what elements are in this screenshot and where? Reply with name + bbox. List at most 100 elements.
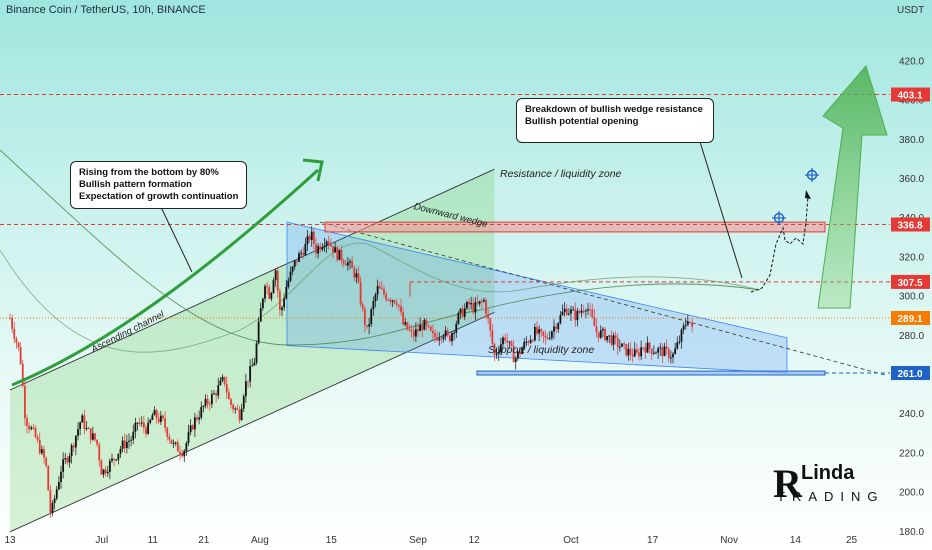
candle-body xyxy=(548,337,551,339)
candle-body xyxy=(402,312,405,325)
candle-body xyxy=(476,302,479,304)
price-tag xyxy=(891,87,930,102)
candle-body xyxy=(336,247,339,260)
candle-body xyxy=(157,418,160,422)
candle-body xyxy=(487,313,490,319)
candle-body xyxy=(323,245,326,248)
candle-body xyxy=(28,425,31,430)
candle-body xyxy=(682,325,685,330)
candle-body xyxy=(281,307,283,310)
logo-letter: R xyxy=(773,461,802,506)
candle-body xyxy=(266,286,269,288)
candle-body xyxy=(176,442,179,452)
candle-body xyxy=(13,328,16,339)
candle-body xyxy=(255,343,258,363)
candle-body xyxy=(21,363,24,387)
candle-body xyxy=(153,410,156,416)
y-tick-label: 240.0 xyxy=(899,409,924,420)
candle-body xyxy=(482,300,485,302)
candle-body xyxy=(128,440,130,442)
candle-body xyxy=(412,330,415,337)
candle-body xyxy=(89,428,92,440)
candle-body xyxy=(538,329,541,334)
callout-line: Breakdown of bullish wedge resistance xyxy=(525,104,703,115)
x-tick-label: Sep xyxy=(409,535,427,546)
candle-body xyxy=(55,489,58,499)
candle-body xyxy=(240,408,243,421)
y-tick-label: 380.0 xyxy=(899,135,924,146)
candle-body xyxy=(642,347,645,349)
candle-body xyxy=(601,328,604,331)
candle-body xyxy=(83,415,86,430)
x-tick-label: 17 xyxy=(647,535,659,546)
candle-body xyxy=(344,263,347,266)
candle-body xyxy=(616,337,619,348)
candle-body xyxy=(529,340,532,343)
candle-body xyxy=(227,392,230,400)
candle-body xyxy=(667,348,670,358)
channel-lower-line xyxy=(9,311,495,533)
candle-body xyxy=(270,292,273,299)
candle-body xyxy=(187,432,190,443)
candle-body xyxy=(268,287,271,299)
candle-body xyxy=(363,308,366,326)
candle-body xyxy=(655,352,657,354)
price-tag-label: 403.1 xyxy=(897,91,922,102)
candle-body xyxy=(638,352,640,357)
candle-body xyxy=(516,351,519,359)
candle-body xyxy=(497,351,500,354)
trend-arrow-head xyxy=(302,158,324,182)
candle-body xyxy=(278,291,281,310)
candle-body xyxy=(406,322,409,330)
candle-body xyxy=(106,471,109,474)
candle-body xyxy=(259,308,262,322)
candle-body xyxy=(589,309,592,311)
candle-body xyxy=(536,326,538,334)
candle-body xyxy=(635,349,638,353)
candle-body xyxy=(257,321,260,344)
x-tick-label: Aug xyxy=(251,535,269,546)
candle-body xyxy=(495,353,498,355)
candle-body xyxy=(531,340,534,342)
candle-body xyxy=(446,330,449,336)
candle-body xyxy=(23,386,26,419)
candle-body xyxy=(168,436,171,440)
candle-body xyxy=(17,342,20,348)
candle-body xyxy=(372,301,375,310)
candle-body xyxy=(140,422,143,424)
candle-body xyxy=(633,349,636,357)
candle-body xyxy=(604,328,606,341)
candle-body xyxy=(465,301,468,309)
x-tick-label: 11 xyxy=(148,535,159,546)
candle-body xyxy=(62,459,65,472)
candle-body xyxy=(283,298,286,308)
linda-trading-logo: R Linda TRADING xyxy=(773,460,878,508)
candle-body xyxy=(238,409,241,421)
candle-body xyxy=(570,309,572,314)
candle-body xyxy=(170,439,173,444)
candle-body xyxy=(247,381,249,383)
candle-body xyxy=(155,410,158,419)
candle-body xyxy=(145,427,147,434)
x-tick-label: 12 xyxy=(469,535,481,546)
candle-body xyxy=(463,308,466,317)
candle-body xyxy=(663,346,666,357)
candle-body xyxy=(346,262,349,266)
candle-body xyxy=(376,286,379,295)
candle-body xyxy=(9,318,11,320)
candle-body xyxy=(340,249,343,261)
y-tick-label: 200.0 xyxy=(899,488,924,499)
candle-body xyxy=(219,380,222,386)
candle-body xyxy=(147,422,150,434)
candle-body xyxy=(204,398,207,407)
candle-body xyxy=(232,404,235,410)
candle-body xyxy=(11,318,14,329)
candle-body xyxy=(540,329,543,332)
candle-body xyxy=(385,294,388,300)
moving-average-fast xyxy=(0,242,761,353)
y-tick-label: 220.0 xyxy=(899,448,924,459)
candle-body xyxy=(351,261,354,268)
candle-body xyxy=(393,300,396,304)
candle-body xyxy=(559,315,562,324)
candle-body xyxy=(421,325,424,330)
